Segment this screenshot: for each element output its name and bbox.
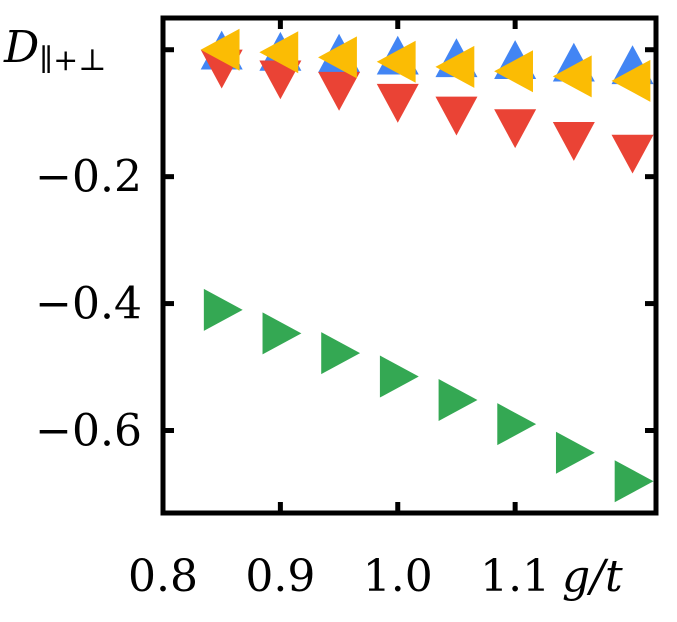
point-right — [262, 312, 302, 355]
y-tick-label: −0.2 — [35, 152, 142, 203]
axis-ticks — [160, 18, 656, 513]
series-right — [203, 288, 654, 503]
point-left — [376, 40, 416, 83]
x-tick-label: 0.8 — [128, 551, 198, 602]
point-left — [259, 31, 299, 74]
x-axis-title: g/t — [562, 551, 623, 602]
y-axis-title-main: D — [3, 22, 39, 73]
series-left — [200, 28, 651, 102]
y-axis-title-sub: ∥+⊥ — [39, 43, 106, 78]
point-left — [318, 36, 357, 79]
x-tick-label: 1.0 — [363, 551, 433, 602]
y-tick-label: −0.4 — [35, 279, 142, 330]
point-down — [376, 83, 419, 123]
point-right — [614, 460, 654, 503]
point-right — [321, 332, 361, 375]
point-down — [552, 121, 595, 161]
point-left — [494, 50, 533, 93]
point-right — [497, 403, 537, 446]
point-right — [555, 431, 595, 474]
axis-tick-labels: 0.8 0.9 1.0 1.1 −0.2 −0.4 −0.6 — [35, 152, 550, 602]
point-right — [438, 379, 478, 422]
point-down — [494, 109, 537, 149]
y-tick-label: −0.6 — [35, 406, 142, 457]
point-down — [611, 134, 654, 174]
point-left — [435, 45, 475, 88]
point-down — [318, 71, 361, 111]
point-right — [203, 288, 243, 331]
point-down — [435, 96, 478, 136]
data-markers — [200, 28, 654, 503]
x-tick-label: 0.9 — [245, 551, 315, 602]
point-right — [379, 355, 419, 398]
point-down — [259, 60, 302, 100]
x-tick-label: 1.1 — [480, 551, 550, 602]
point-left — [200, 28, 240, 71]
y-axis-title: D∥+⊥ — [3, 22, 107, 78]
point-left — [611, 59, 651, 102]
plot-frame — [160, 15, 659, 516]
point-left — [552, 55, 592, 98]
